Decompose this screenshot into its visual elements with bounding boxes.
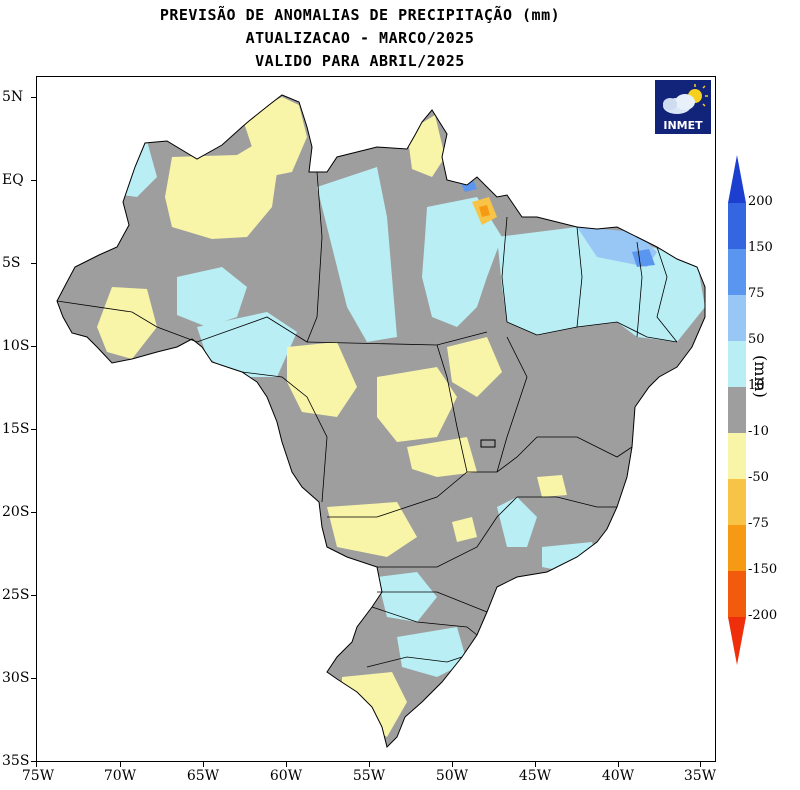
logo-text: INMET (663, 119, 703, 132)
region-pos75-rn (632, 249, 655, 267)
lon-label: 35W (683, 768, 717, 784)
region-pos-amapa-para (317, 167, 397, 342)
legend-label: -75 (748, 516, 769, 531)
lon-tick (618, 762, 619, 767)
legend-swatch (728, 479, 746, 525)
distrito-federal-box (480, 439, 496, 448)
lat-label: 25S (2, 587, 30, 603)
region-pos-rs (397, 627, 467, 677)
lat-label: 20S (2, 504, 30, 520)
legend-swatch (728, 203, 746, 249)
inmet-logo: INMET (655, 80, 711, 134)
lon-label: 70W (103, 768, 137, 784)
legend-label: 200 (748, 194, 773, 209)
legend-unit: (mm) (751, 355, 770, 398)
lat-tick (31, 180, 36, 181)
lon-tick (369, 762, 370, 767)
region-pos-amazonas (177, 267, 247, 327)
region-neg-sp-small (452, 517, 477, 542)
sun-cloud-icon (663, 84, 708, 114)
legend-label: -150 (748, 562, 778, 577)
region-neg-acre (97, 287, 157, 359)
lon-tick (120, 762, 121, 767)
lon-tick (203, 762, 204, 767)
legend-swatch (728, 341, 746, 387)
region-neg-mt-west (287, 342, 357, 417)
color-legend (728, 155, 746, 665)
lat-label: EQ (2, 172, 24, 188)
region-pos-parana (377, 572, 437, 622)
region-neg-tocantins (447, 337, 502, 397)
map-title-line1: PREVISÃO DE ANOMALIAS DE PRECIPITAÇÃO (m… (159, 6, 561, 24)
lon-label: 50W (435, 768, 469, 784)
lon-tick (452, 762, 453, 767)
region-pos-para-east (422, 197, 502, 327)
region-neg-mg-small (537, 475, 567, 497)
lon-tick (535, 762, 536, 767)
lon-label: 75W (21, 768, 55, 784)
legend-label: 75 (748, 286, 765, 301)
legend-swatch (728, 295, 746, 341)
lat-tick (31, 595, 36, 596)
region-neg-amazonas-north (165, 137, 277, 239)
legend-label: 50 (748, 332, 765, 347)
legend-label: -10 (748, 424, 769, 439)
lat-label: 5S (2, 255, 21, 271)
region-pos-sp (497, 497, 537, 547)
region-neg-ms (327, 502, 417, 557)
lat-tick (31, 346, 36, 347)
lon-tick (700, 762, 701, 767)
legend-label: 10 (748, 378, 765, 393)
legend-swatch (728, 433, 746, 479)
lat-label: 35S (2, 753, 30, 769)
lon-tick (36, 762, 37, 767)
legend-swatch (728, 571, 746, 617)
lon-label: 40W (601, 768, 635, 784)
lat-tick (31, 97, 36, 98)
lat-tick (31, 263, 36, 264)
region-pos-rio (542, 542, 597, 572)
lat-tick (31, 678, 36, 679)
lat-label: 30S (2, 670, 30, 686)
lon-label: 65W (186, 768, 220, 784)
lat-label: 5N (2, 89, 24, 105)
legend-swatch (728, 249, 746, 295)
legend-swatch (728, 155, 746, 203)
lon-label: 60W (269, 768, 303, 784)
region-neg-mt-east (377, 367, 457, 442)
legend-label: -50 (748, 470, 769, 485)
lon-tick (286, 762, 287, 767)
state-borders (56, 171, 678, 668)
map-title-line3: VALIDO PARA ABRIL/2025 (255, 52, 465, 70)
lat-tick (31, 429, 36, 430)
region-neg75-para (479, 205, 490, 217)
legend-swatch (728, 617, 746, 665)
lat-label: 10S (2, 338, 30, 354)
region-pos-rondonia (197, 312, 297, 377)
legend-label: -200 (748, 608, 778, 623)
lat-label: 15S (2, 421, 30, 437)
region-neg-roraima (242, 97, 307, 177)
brazil-map-svg (56, 94, 706, 748)
legend-swatch (728, 387, 746, 433)
map-title-line2: ATUALIZACAO - MARCO/2025 (245, 29, 475, 47)
region-neg-rs-south (342, 672, 407, 737)
lon-label: 45W (518, 768, 552, 784)
legend-label: 150 (748, 240, 773, 255)
precipitation-anomaly-map (36, 76, 716, 762)
region-neg-goias (407, 437, 477, 477)
lat-tick (31, 761, 36, 762)
lon-label: 55W (352, 768, 386, 784)
lat-tick (31, 512, 36, 513)
legend-swatch (728, 525, 746, 571)
